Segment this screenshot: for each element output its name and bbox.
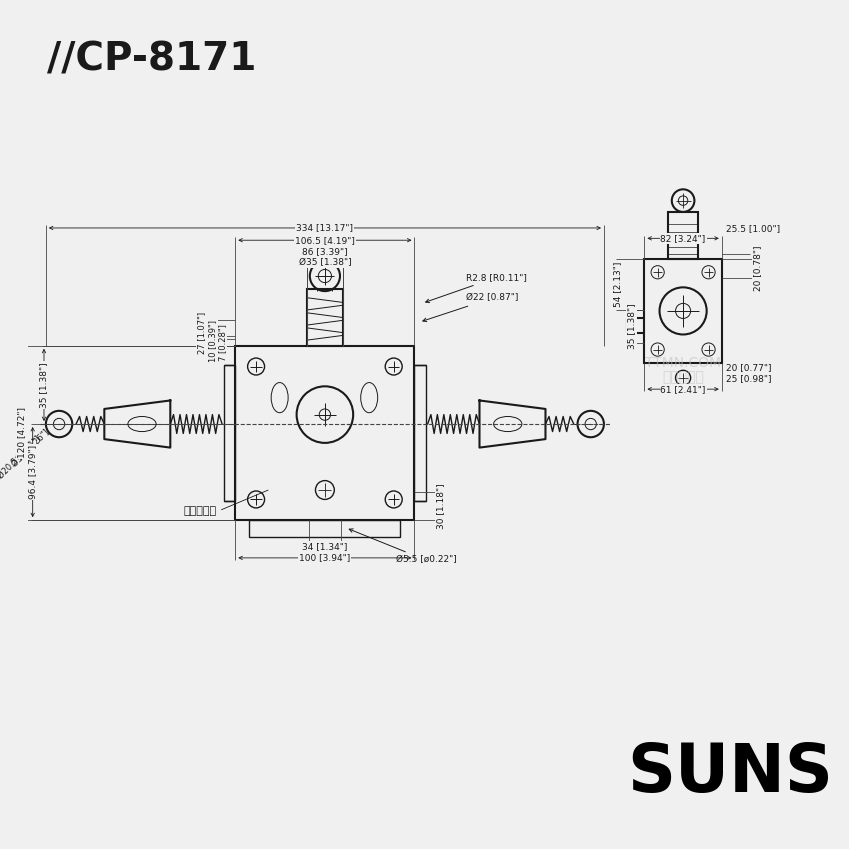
Bar <box>307 290 343 346</box>
Text: 25 [0.98"]: 25 [0.98"] <box>727 374 772 384</box>
Bar <box>235 346 414 520</box>
Bar <box>644 259 722 363</box>
Text: 334 [13.17"]: 334 [13.17"] <box>296 223 353 233</box>
Text: TTMN.COM: TTMN.COM <box>645 356 721 370</box>
Text: 35 [1.38"]: 35 [1.38"] <box>627 304 636 349</box>
Text: 中国纵机网: 中国纵机网 <box>662 370 704 384</box>
Bar <box>250 520 401 537</box>
Text: 120 [4.72"]: 120 [4.72"] <box>17 408 25 458</box>
Text: 106.5 [4.19"]: 106.5 [4.19"] <box>295 236 355 245</box>
Bar <box>224 364 235 501</box>
Text: 34 [1.34"]: 34 [1.34"] <box>302 542 347 551</box>
Text: Ø35 [1.38"]: Ø35 [1.38"] <box>299 258 351 267</box>
Bar <box>668 212 698 259</box>
Text: 20 [0.78"]: 20 [0.78"] <box>753 245 762 291</box>
Bar <box>414 364 425 501</box>
Text: SUNS: SUNS <box>627 739 833 806</box>
Text: 54 [2.13"]: 54 [2.13"] <box>614 261 622 307</box>
Text: 7 [0.28"]: 7 [0.28"] <box>217 324 227 361</box>
Text: 100 [3.94"]: 100 [3.94"] <box>299 554 351 562</box>
Text: Ø5.5 [ø0.22"]: Ø5.5 [ø0.22"] <box>349 529 457 565</box>
Text: Ø20.5 [0.81"]: Ø20.5 [0.81"] <box>0 435 42 481</box>
Polygon shape <box>104 401 171 447</box>
Text: Ø22 [0.87"]: Ø22 [0.87"] <box>423 294 519 322</box>
Text: 96.4 [3.79"]: 96.4 [3.79"] <box>28 445 37 499</box>
Text: 35 [1.38"]: 35 [1.38"] <box>40 362 48 408</box>
Text: //CP-8171: //CP-8171 <box>47 41 256 78</box>
Text: 27 [1.07"]: 27 [1.07"] <box>197 312 206 354</box>
Text: 86 [3.39"]: 86 [3.39"] <box>302 247 348 256</box>
Text: 25.5 [1.00"]: 25.5 [1.00"] <box>727 224 780 233</box>
Text: Ø32 [1.26"]: Ø32 [1.26"] <box>10 428 51 469</box>
Text: R2.8 [R0.11"]: R2.8 [R0.11"] <box>425 273 527 302</box>
Polygon shape <box>480 401 545 447</box>
Text: 30 [1.18"]: 30 [1.18"] <box>436 483 446 529</box>
Text: 20 [0.77"]: 20 [0.77"] <box>727 363 772 373</box>
Text: 四个出线孔: 四个出线孔 <box>183 505 216 515</box>
Text: 10 [0.39"]: 10 [0.39"] <box>208 320 217 362</box>
Text: 82 [3.24"]: 82 [3.24"] <box>661 233 706 243</box>
Text: 61 [2.41"]: 61 [2.41"] <box>661 385 706 394</box>
